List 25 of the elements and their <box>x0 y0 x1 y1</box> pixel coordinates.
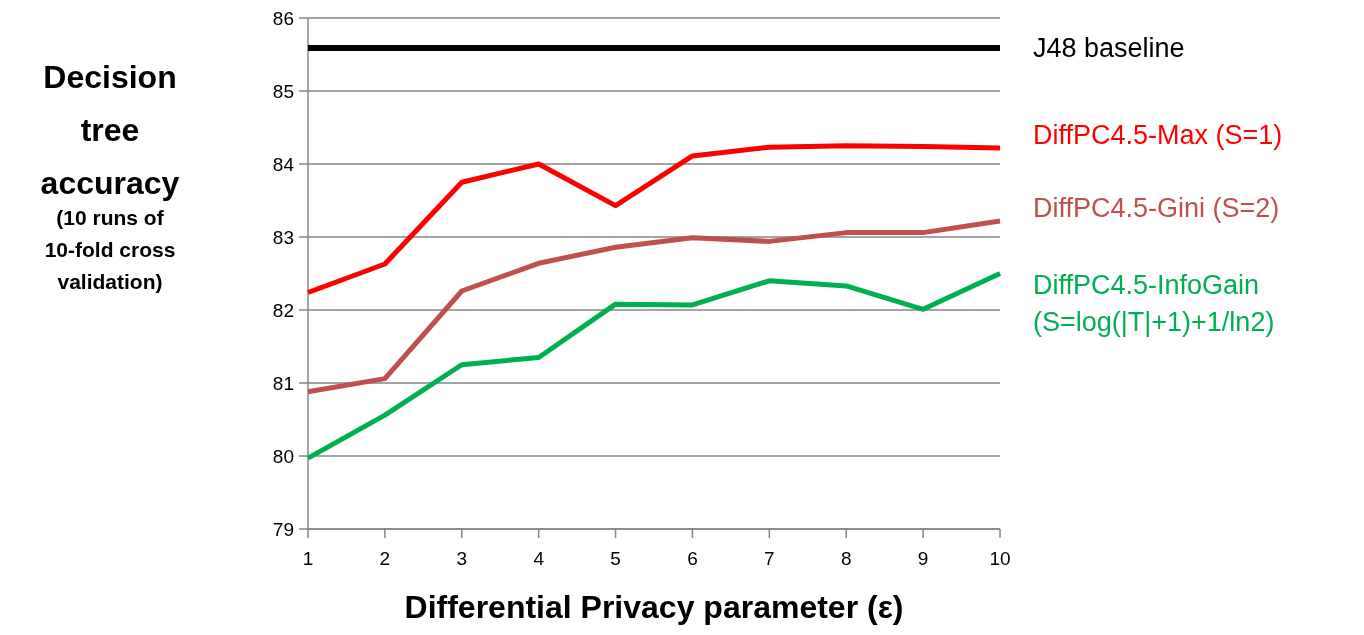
y-tick-label: 84 <box>272 153 295 175</box>
series-label: DiffPC4.5-Max (S=1) <box>1033 119 1283 150</box>
series-label: DiffPC4.5-Gini (S=2) <box>1033 192 1280 223</box>
y-tick-label: 83 <box>272 226 294 248</box>
y-tick-label: 79 <box>272 518 294 540</box>
x-axis-title: Differential Privacy parameter (ε) <box>404 589 904 625</box>
x-tick-label: 10 <box>989 548 1011 569</box>
y-tick-label: 81 <box>272 372 294 394</box>
x-tick-label: 2 <box>379 548 391 569</box>
y-tick-label: 82 <box>272 299 294 321</box>
y-axis-title: Decision tree accuracy <box>40 59 180 201</box>
ref-line-label: J48 baseline <box>1033 33 1185 64</box>
y-tick-label: 80 <box>272 445 294 467</box>
text: (10 runs of 10-fold cross validation) <box>44 206 176 293</box>
x-tick-label: 4 <box>533 548 545 569</box>
x-tick-label: 8 <box>840 548 852 569</box>
x-tick-label: 7 <box>764 548 775 569</box>
x-tick-label: 3 <box>456 548 468 569</box>
x-tick-label: 9 <box>917 548 929 569</box>
y-tick-label: 86 <box>272 7 294 29</box>
y-tick-label: 85 <box>272 80 294 102</box>
series-label: DiffPC4.5-InfoGain (S=log(|T|+1)+1/ln2) <box>1033 269 1275 337</box>
x-tick-label: 1 <box>302 548 314 569</box>
x-tick-label: 6 <box>687 548 698 569</box>
x-tick-label: 5 <box>610 548 621 569</box>
